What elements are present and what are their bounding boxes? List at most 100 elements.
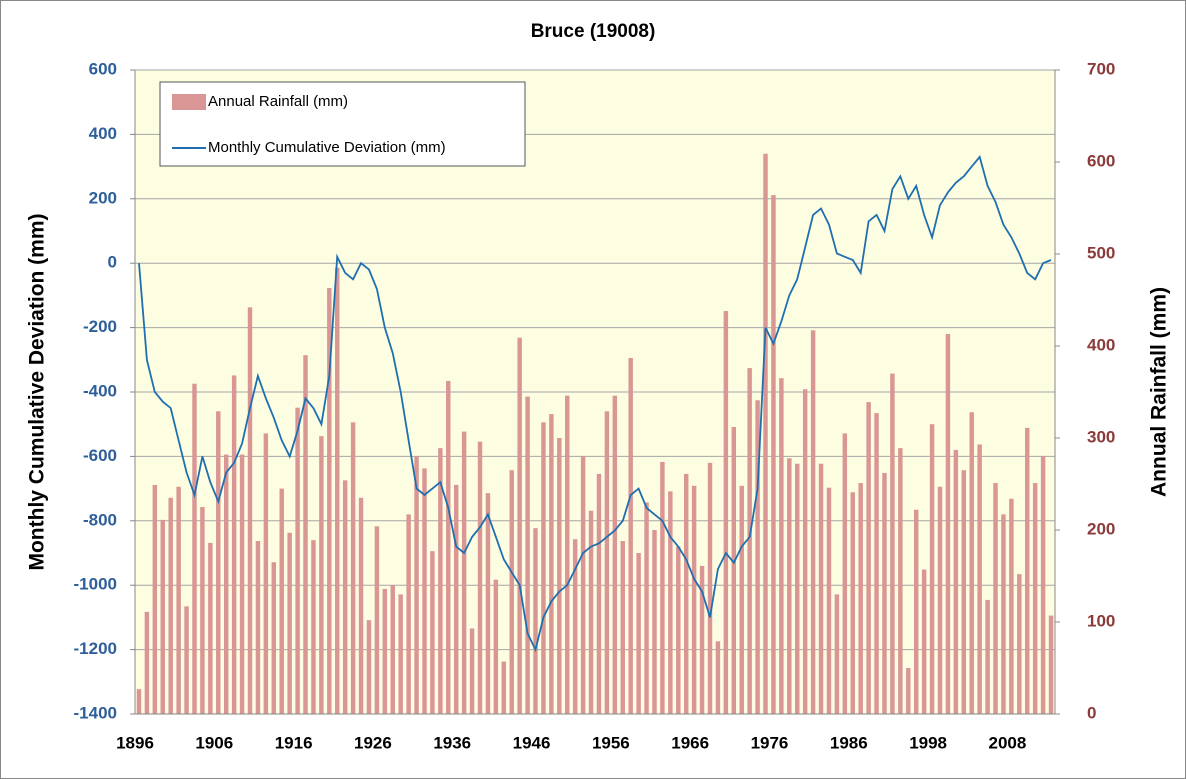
bar bbox=[826, 487, 832, 714]
bar bbox=[382, 588, 388, 714]
bar bbox=[842, 433, 848, 714]
bar bbox=[263, 433, 269, 714]
bar bbox=[588, 510, 594, 714]
bar bbox=[810, 330, 816, 714]
legend-box bbox=[159, 81, 526, 167]
bar bbox=[152, 484, 158, 714]
bar bbox=[319, 436, 324, 714]
bar bbox=[342, 480, 348, 714]
x-tick-label: 1986 bbox=[830, 733, 868, 752]
bar bbox=[517, 337, 522, 714]
y-tick-label: -600 bbox=[83, 446, 117, 465]
y-tick-label: 200 bbox=[89, 188, 117, 207]
bar bbox=[763, 153, 768, 715]
bar bbox=[549, 414, 554, 714]
bar bbox=[160, 519, 165, 714]
bar bbox=[921, 569, 927, 714]
bar bbox=[1009, 498, 1014, 714]
y-tick-label: 0 bbox=[108, 253, 117, 272]
bar bbox=[311, 540, 316, 714]
bar bbox=[834, 594, 840, 714]
bar bbox=[771, 195, 776, 714]
y-tick-label: -400 bbox=[83, 381, 117, 400]
x-tick-label: 1946 bbox=[513, 733, 551, 752]
x-tick-label: 1936 bbox=[433, 733, 471, 752]
y2-tick-label: 100 bbox=[1087, 611, 1115, 630]
x-tick-label: 1926 bbox=[354, 733, 392, 752]
bar bbox=[430, 551, 435, 714]
bar bbox=[937, 486, 943, 714]
bar bbox=[295, 407, 300, 714]
y-axis-label: Monthly Cumulative Deviation (mm) bbox=[26, 213, 49, 570]
bar bbox=[858, 483, 863, 714]
bar bbox=[795, 463, 800, 714]
x-tick-label: 2008 bbox=[988, 733, 1026, 752]
bar bbox=[707, 462, 713, 714]
bar bbox=[1017, 574, 1022, 714]
bar bbox=[731, 426, 737, 714]
bar bbox=[929, 424, 935, 714]
bar bbox=[255, 541, 261, 714]
y2-tick-label: 300 bbox=[1087, 427, 1115, 446]
bar bbox=[477, 441, 483, 714]
y2-tick-label: 500 bbox=[1087, 243, 1115, 262]
bar bbox=[565, 395, 570, 714]
legend-label: Annual Rainfall (mm) bbox=[208, 93, 348, 110]
bar bbox=[422, 468, 427, 714]
bar bbox=[136, 689, 142, 714]
bar bbox=[533, 528, 538, 714]
bar bbox=[231, 375, 237, 714]
y2-axis-label: Annual Rainfall (mm) bbox=[1148, 287, 1171, 497]
x-tick-label: 1956 bbox=[592, 733, 630, 752]
bar bbox=[557, 438, 562, 714]
bar bbox=[715, 641, 721, 714]
bar bbox=[303, 355, 308, 714]
bar bbox=[787, 458, 792, 714]
bar bbox=[216, 411, 221, 714]
y2-tick-label: 0 bbox=[1087, 703, 1096, 722]
bar bbox=[628, 357, 633, 714]
bar bbox=[1025, 427, 1030, 714]
bar bbox=[501, 661, 507, 714]
bar bbox=[676, 546, 681, 714]
bar bbox=[890, 373, 895, 714]
y2-tick-label: 400 bbox=[1087, 335, 1115, 354]
x-tick-label: 1916 bbox=[275, 733, 313, 752]
bar bbox=[469, 628, 475, 714]
bar bbox=[327, 288, 332, 714]
y2-tick-label: 200 bbox=[1087, 519, 1115, 538]
y-tick-label: -1400 bbox=[74, 703, 117, 722]
bar bbox=[906, 668, 911, 714]
bar bbox=[390, 585, 395, 714]
bar bbox=[208, 542, 213, 714]
bar bbox=[739, 485, 744, 714]
x-tick-label: 1966 bbox=[671, 733, 709, 752]
bar bbox=[279, 488, 284, 714]
x-tick-label: 1906 bbox=[195, 733, 233, 752]
bar bbox=[747, 368, 752, 714]
bar bbox=[446, 380, 451, 714]
bar bbox=[723, 311, 729, 714]
y-tick-label: 400 bbox=[89, 124, 117, 143]
bar bbox=[541, 422, 546, 714]
bar bbox=[414, 456, 419, 714]
bar bbox=[699, 565, 705, 714]
bar bbox=[176, 486, 181, 714]
bar bbox=[604, 411, 610, 714]
bar bbox=[485, 493, 491, 714]
bar bbox=[818, 463, 824, 714]
bar bbox=[200, 507, 205, 714]
bar bbox=[509, 470, 514, 714]
bar bbox=[644, 502, 649, 714]
bar bbox=[580, 456, 586, 714]
bar bbox=[223, 454, 229, 714]
line bbox=[138, 154, 1052, 653]
bar bbox=[374, 526, 380, 714]
chart-title: Bruce (19008) bbox=[531, 21, 656, 42]
bar bbox=[461, 431, 467, 714]
bar bbox=[636, 553, 641, 714]
bar bbox=[620, 541, 625, 714]
bar bbox=[406, 514, 411, 714]
